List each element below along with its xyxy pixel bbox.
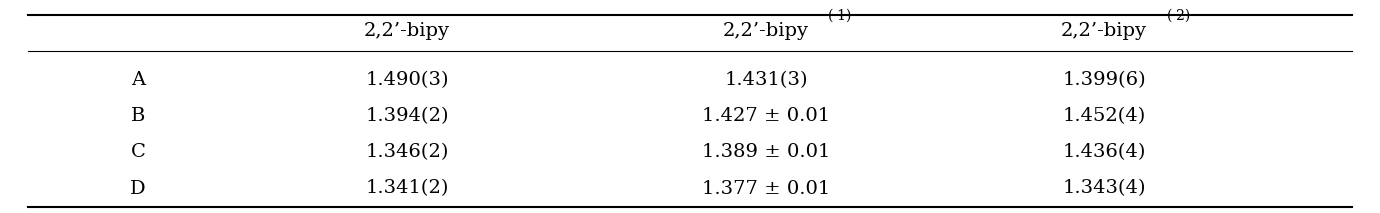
Text: C: C [131, 143, 145, 161]
Text: 1.394(2): 1.394(2) [366, 107, 449, 125]
Text: (-2): (-2) [1166, 9, 1191, 23]
Text: A: A [131, 71, 145, 89]
Text: 1.346(2): 1.346(2) [366, 143, 449, 161]
Text: 1.389 ± 0.01: 1.389 ± 0.01 [701, 143, 831, 161]
Text: 1.490(3): 1.490(3) [366, 71, 449, 89]
Text: (-1): (-1) [828, 9, 853, 23]
Text: 1.431(3): 1.431(3) [724, 71, 807, 89]
Text: 1.399(6): 1.399(6) [1063, 71, 1145, 89]
Text: 1.427 ± 0.01: 1.427 ± 0.01 [702, 107, 829, 125]
Text: D: D [130, 180, 146, 197]
Text: 2,2’-bipy: 2,2’-bipy [364, 22, 450, 40]
Text: B: B [131, 107, 145, 125]
Text: 1.452(4): 1.452(4) [1063, 107, 1145, 125]
Text: 1.377 ± 0.01: 1.377 ± 0.01 [702, 180, 829, 197]
Text: 2,2’-bipy: 2,2’-bipy [723, 22, 809, 40]
Text: 1.343(4): 1.343(4) [1063, 180, 1145, 197]
Text: 2,2’-bipy: 2,2’-bipy [1061, 22, 1147, 40]
Text: 1.341(2): 1.341(2) [366, 180, 449, 197]
Text: 1.436(4): 1.436(4) [1063, 143, 1145, 161]
